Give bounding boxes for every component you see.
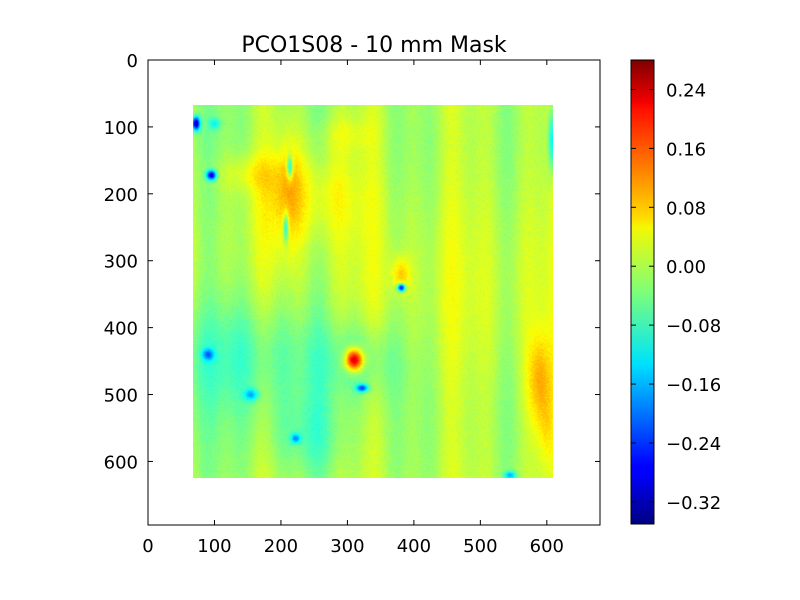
colorbar-tick-label: 0.00 — [666, 257, 706, 278]
colorbar-tick-label: −0.24 — [666, 434, 721, 455]
colorbar-ticks: 0.24 0.16 0.08 0.00 −0.08 −0.16 −0.24 −0.32 — [631, 80, 721, 514]
colorbar-tick-label: −0.08 — [666, 316, 721, 337]
x-axis: 0 100 200 300 400 500 600 — [142, 60, 564, 557]
y-tick-label: 600 — [104, 452, 138, 473]
y-tick-label: 100 — [104, 118, 138, 139]
colorbar-tick-label: −0.32 — [666, 493, 721, 514]
colorbar-tick-label: 0.08 — [666, 198, 706, 219]
y-tick-label: 500 — [104, 386, 138, 407]
colorbar-tick-label: 0.24 — [666, 80, 706, 101]
y-tick-label: 400 — [104, 319, 138, 340]
y-tick-label: 300 — [104, 252, 138, 273]
y-tick-label: 0 — [127, 51, 138, 72]
y-axis: 0 100 200 300 400 500 600 — [104, 51, 600, 473]
x-tick-label: 600 — [530, 536, 564, 557]
colorbar-tick-label: −0.16 — [666, 375, 721, 396]
x-tick-label: 0 — [142, 536, 153, 557]
x-tick-label: 200 — [264, 536, 298, 557]
x-tick-label: 100 — [197, 536, 231, 557]
colorbar-gradient — [630, 59, 655, 525]
plot-frame — [147, 59, 601, 526]
colorbar: 0.24 0.16 0.08 0.00 −0.08 −0.16 −0.24 −0.32 — [630, 59, 721, 525]
chart-title: PCO1S08 - 10 mm Mask — [241, 33, 507, 58]
x-tick-label: 500 — [463, 536, 497, 557]
heatmap — [193, 105, 553, 478]
x-tick-label: 300 — [330, 536, 364, 557]
colorbar-tick-label: 0.16 — [666, 139, 706, 160]
x-tick-label: 400 — [397, 536, 431, 557]
heatmap-image — [193, 105, 553, 478]
y-tick-label: 200 — [104, 185, 138, 206]
